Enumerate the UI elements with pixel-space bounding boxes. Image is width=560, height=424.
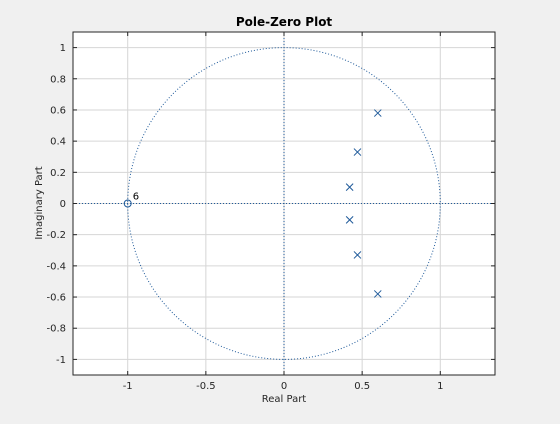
pole-marker bbox=[353, 148, 362, 156]
y-tick-label: -0.4 bbox=[46, 261, 66, 272]
zero-marker bbox=[123, 199, 132, 208]
y-tick-label: 1 bbox=[60, 43, 66, 54]
unit-circle bbox=[127, 47, 441, 360]
x-tick-label: -1 bbox=[123, 381, 133, 392]
chart-title: Pole-Zero Plot bbox=[236, 15, 333, 29]
ticks: -1 -0.5 0 0.5 1 -1 -0.8 -0.6 -0.4 -0.2 0 0.2 0.4 0.6 0… bbox=[46, 32, 495, 392]
y-tick-label: -0.2 bbox=[46, 230, 66, 241]
y-tick-label: -0.6 bbox=[46, 293, 66, 304]
y-tick-label: 0.8 bbox=[50, 74, 66, 85]
reference-lines bbox=[73, 32, 495, 375]
y-tick-label: -1 bbox=[56, 355, 66, 366]
x-tick-label: -0.5 bbox=[196, 381, 216, 392]
multiplicity-label: 6 bbox=[133, 192, 139, 203]
y-tick-label: -0.8 bbox=[46, 324, 66, 335]
y-tick-label: 0.6 bbox=[50, 105, 66, 116]
pole-marker bbox=[373, 290, 382, 298]
x-tick-label: 0 bbox=[281, 381, 287, 392]
y-axis-label: Imaginary Part bbox=[34, 166, 45, 239]
x-axis-label: Real Part bbox=[262, 394, 307, 405]
markers: 6 bbox=[123, 109, 382, 298]
y-tick-label: 0.4 bbox=[50, 137, 66, 148]
pole-marker bbox=[353, 251, 362, 259]
x-tick-label: 0.5 bbox=[354, 381, 370, 392]
pole-marker bbox=[373, 109, 382, 117]
pole-marker bbox=[345, 183, 354, 191]
y-tick-label: 0.2 bbox=[50, 168, 66, 179]
x-tick-label: 1 bbox=[437, 381, 443, 392]
y-tick-label: 0 bbox=[60, 199, 66, 210]
pole-marker bbox=[345, 216, 354, 224]
